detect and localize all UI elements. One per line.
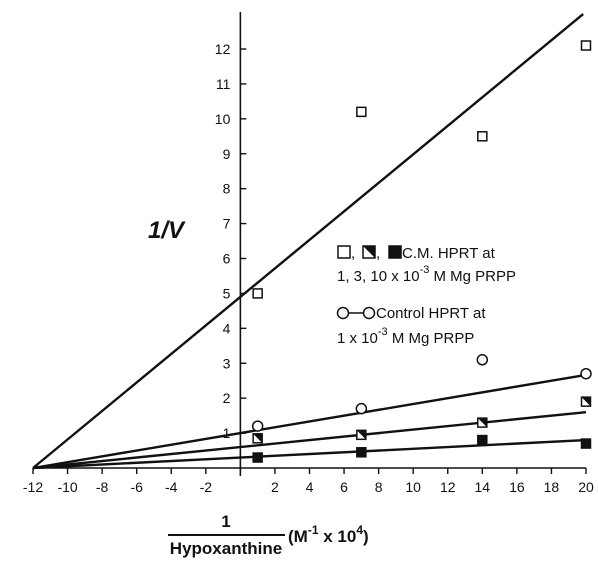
data-point-half-square bbox=[356, 429, 367, 441]
x-axis-units-open: (M bbox=[288, 527, 308, 546]
fit-line-open-square bbox=[32, 13, 584, 469]
data-point-half-square bbox=[477, 417, 488, 428]
x-axis-units-close: ) bbox=[363, 527, 369, 546]
y-tick-label: 12 bbox=[215, 41, 231, 57]
x-tick-label: 12 bbox=[440, 479, 456, 495]
data-point-open-circle bbox=[251, 420, 264, 432]
x-axis-units-tail: x 10 bbox=[319, 527, 357, 546]
x-tick-label: -12 bbox=[23, 479, 43, 495]
data-point-open-square bbox=[477, 131, 488, 142]
fit-lines bbox=[32, 13, 587, 470]
data-point-open-circle bbox=[355, 402, 368, 415]
y-tick-label: 3 bbox=[223, 355, 231, 371]
legend-cm-text: C.M. HPRT at bbox=[402, 245, 496, 262]
legend-cm-conditions-main: 1, 3, 10 x 10 bbox=[337, 268, 420, 285]
x-tick-label: 6 bbox=[340, 479, 348, 495]
legend-sep-2: , bbox=[376, 245, 380, 262]
x-axis-units-exp2: 4 bbox=[356, 523, 363, 537]
x-axis-label-units: (M-1 x 104) bbox=[288, 523, 369, 546]
legend: , , C.M. HPRT at 1, 3, 10 x 10-3 M Mg PR… bbox=[336, 245, 516, 347]
y-tick-label: 7 bbox=[223, 216, 231, 232]
legend-open-circle-line bbox=[336, 306, 376, 320]
y-tick-label: 6 bbox=[223, 251, 231, 267]
data-point-open-circle bbox=[476, 354, 489, 366]
data-point-half-square bbox=[252, 433, 263, 444]
data-point-open-circle bbox=[580, 367, 592, 380]
y-axis-label: 1/V bbox=[148, 217, 186, 244]
legend-control-conditions-tail: M Mg PRPP bbox=[388, 330, 475, 347]
axis-ticks: -12 -10 -8 -6 -4 -2 2 4 6 8 10 12 14 16 18 201234567891… bbox=[23, 41, 594, 495]
x-tick-label: 10 bbox=[405, 479, 421, 495]
x-tick-label: 8 bbox=[375, 479, 383, 495]
y-tick-label: 1 bbox=[223, 425, 231, 441]
y-tick-label: 10 bbox=[215, 111, 231, 127]
data-point-filled-square bbox=[477, 434, 488, 446]
x-tick-label: -10 bbox=[57, 479, 77, 495]
data-point-open-square bbox=[356, 106, 367, 118]
data-point-open-square bbox=[252, 288, 263, 299]
fit-line-open-circle bbox=[32, 373, 587, 470]
data-point-filled-square bbox=[356, 447, 367, 458]
data-points bbox=[251, 40, 592, 463]
legend-half-square bbox=[362, 245, 376, 259]
data-point-filled-square bbox=[252, 452, 263, 463]
x-tick-label: 4 bbox=[306, 479, 314, 495]
y-axis-label-text: 1/V bbox=[148, 217, 186, 244]
x-axis-label-numerator: 1 bbox=[221, 512, 230, 531]
fit-line-half-square bbox=[32, 410, 587, 470]
legend-filled-square bbox=[388, 245, 402, 259]
legend-cm-conditions-tail: M Mg PRPP bbox=[429, 268, 516, 285]
y-tick-label: 5 bbox=[223, 285, 231, 301]
x-axis-label: 1 Hypoxanthine (M-1 x 104) bbox=[168, 512, 369, 558]
x-tick-label: -2 bbox=[200, 479, 213, 495]
legend-open-square bbox=[337, 245, 351, 259]
x-tick-label: 14 bbox=[475, 479, 491, 495]
legend-control-conditions-main: 1 x 10 bbox=[337, 330, 378, 347]
x-axis-units-exp: -1 bbox=[308, 523, 319, 537]
data-point-filled-square bbox=[580, 438, 592, 449]
x-tick-label: 2 bbox=[271, 479, 279, 495]
x-axis-label-denominator: Hypoxanthine bbox=[170, 539, 282, 558]
fit-line-filled-square bbox=[32, 438, 587, 470]
x-tick-label: -4 bbox=[165, 479, 178, 495]
y-tick-label: 9 bbox=[223, 146, 231, 162]
legend-sep-1: , bbox=[351, 245, 355, 262]
legend-control-conditions: 1 x 10-3 M Mg PRPP bbox=[337, 326, 474, 347]
legend-control-conditions-exp: -3 bbox=[378, 326, 388, 338]
y-tick-label: 11 bbox=[216, 76, 231, 92]
x-tick-label: 16 bbox=[509, 479, 525, 495]
y-tick-label: 8 bbox=[223, 181, 231, 197]
data-point-half-square bbox=[580, 396, 592, 407]
x-tick-label: -8 bbox=[96, 479, 109, 495]
legend-cm-conditions: 1, 3, 10 x 10-3 M Mg PRPP bbox=[337, 264, 516, 285]
y-tick-label: 2 bbox=[223, 390, 231, 406]
legend-control-text: Control HPRT at bbox=[376, 305, 486, 322]
y-tick-label: 4 bbox=[223, 320, 231, 336]
x-tick-label: 20 bbox=[578, 479, 594, 495]
legend-cm-conditions-exp: -3 bbox=[420, 264, 430, 276]
x-tick-label: -6 bbox=[130, 479, 143, 495]
x-tick-label: 18 bbox=[544, 479, 560, 495]
data-point-open-square bbox=[580, 40, 592, 51]
